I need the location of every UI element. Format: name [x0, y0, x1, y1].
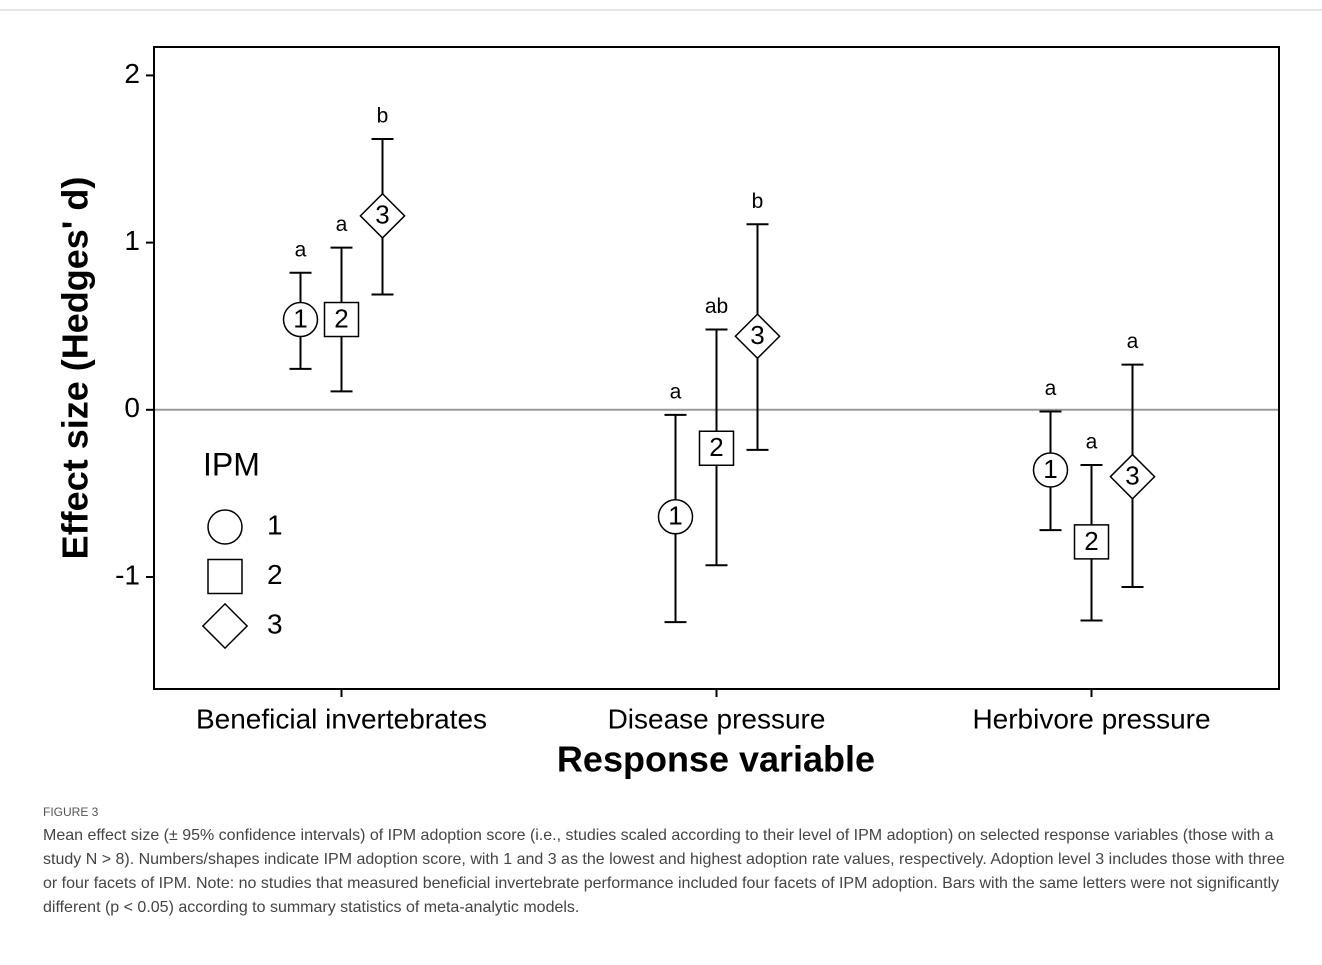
y-tick-label: 1: [124, 225, 140, 256]
y-tick-label: -1: [115, 559, 140, 590]
marker-label: 2: [709, 432, 723, 462]
marker-circle: [1032, 452, 1069, 488]
letter-label: a: [295, 238, 307, 261]
letter-label: b: [377, 105, 389, 128]
letter-label: a: [670, 380, 682, 403]
letter-label: a: [1045, 377, 1057, 400]
marker-circle: [282, 301, 319, 338]
y-tick-label: 2: [124, 58, 140, 89]
marker-label: 2: [1084, 526, 1098, 556]
x-axis-title: Response variable: [557, 739, 875, 780]
marker-square: [323, 301, 360, 338]
marker-square: [207, 558, 243, 595]
caption-label: FIGURE 3: [43, 805, 99, 819]
legend-label: 1: [267, 509, 283, 540]
legend-label: 2: [267, 559, 283, 590]
marker-square: [1073, 524, 1110, 560]
marker-label: 3: [375, 200, 389, 230]
marker-circle: [207, 509, 243, 545]
marker-label: 2: [334, 303, 348, 333]
marker-label: 3: [750, 320, 764, 350]
marker-label: 1: [668, 501, 682, 531]
marker-label: 1: [293, 303, 307, 333]
legend-title: IPM: [203, 446, 260, 482]
chart: Effect size (Hedges' d) Response variabl…: [0, 9, 1322, 780]
marker-label: 3: [1125, 461, 1139, 491]
letter-label: a: [1127, 330, 1139, 353]
caption-text: Mean effect size (± 95% confidence inter…: [43, 827, 1285, 916]
marker-circle: [657, 499, 694, 535]
y-tick-label: 0: [124, 392, 140, 423]
letter-label: a: [1086, 431, 1098, 454]
marker-diamond: [734, 313, 781, 360]
y-axis-title: Effect size (Hedges' d): [55, 177, 96, 560]
letter-label: b: [752, 190, 764, 213]
marker-label: 1: [1043, 454, 1057, 484]
x-tick-label: Beneficial invertebrates: [196, 703, 487, 734]
marker-diamond: [201, 602, 249, 650]
x-tick-label: Herbivore pressure: [972, 703, 1210, 734]
x-tick-label: Disease pressure: [608, 703, 826, 734]
marker-diamond: [1109, 453, 1156, 500]
legend-label: 3: [267, 608, 283, 639]
letter-label: ab: [705, 295, 728, 318]
letter-label: a: [336, 213, 348, 236]
marker-square: [698, 430, 735, 466]
marker-diamond: [359, 192, 406, 240]
